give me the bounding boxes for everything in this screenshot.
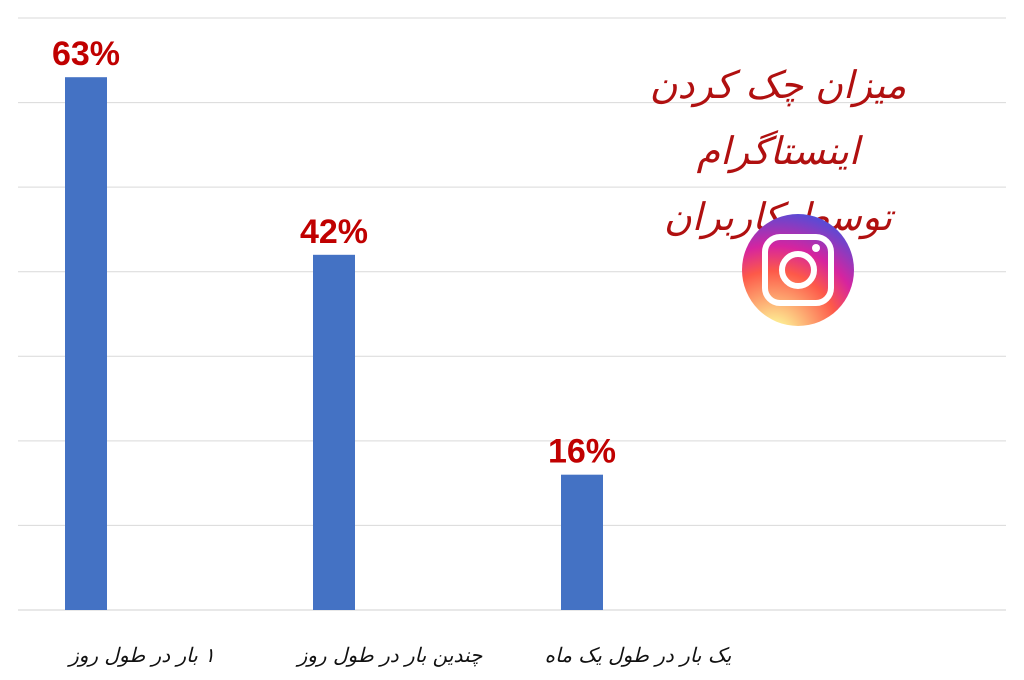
data-label: 42% [300,213,368,251]
chart-title-line-1: میزان چک کردن اینستاگرام [649,63,907,173]
chart-title: میزان چک کردن اینستاگرام توسط کاربران [568,52,988,250]
gridlines [18,17,1006,611]
bar [313,254,355,611]
data-labels: 63% 42% 16% [52,35,616,470]
category-labels: ۱ بار در طول روز چندین بار در طول روز یک ب… [66,643,732,667]
instagram-icon-frame [762,234,834,306]
bar [65,77,107,610]
data-label: 16% [548,433,616,471]
data-label: 63% [52,35,120,73]
category-label: یک بار در طول یک ماه [545,643,732,667]
instagram-icon [742,214,854,326]
instagram-icon-lens [779,251,817,289]
bars [65,77,603,611]
category-label: ۱ بار در طول روز [66,643,215,667]
instagram-icon-flash [812,244,820,252]
bar [561,474,603,610]
category-label: چندین بار در طول روز [295,643,483,667]
